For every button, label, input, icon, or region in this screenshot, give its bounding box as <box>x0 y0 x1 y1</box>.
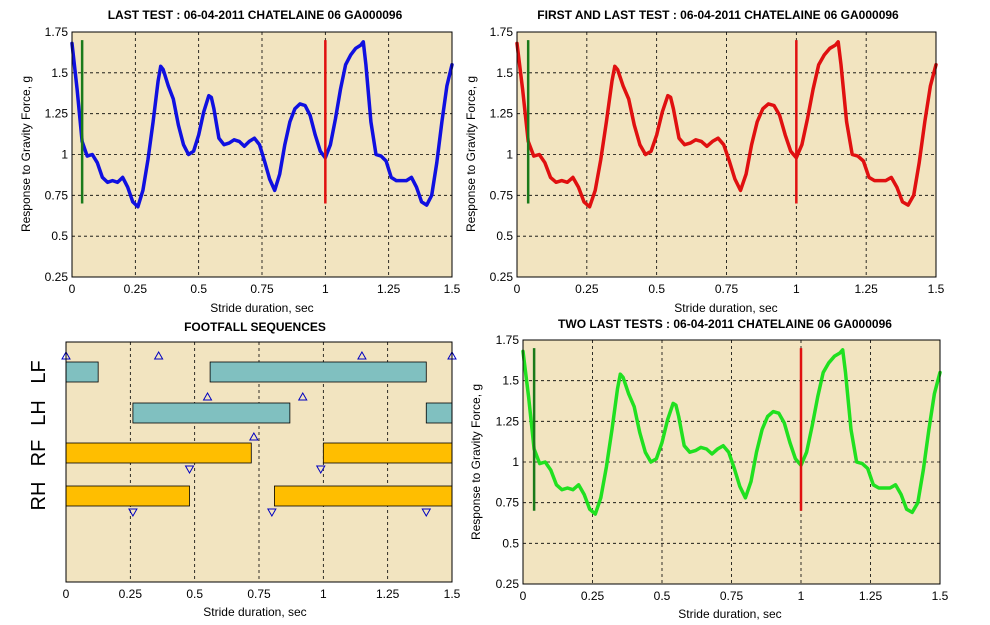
gravity-response-line <box>515 40 938 209</box>
x-axis-label: Stride duration, sec <box>674 301 777 315</box>
y-tick-label: 1.5 <box>496 66 513 80</box>
x-tick-label: 0.25 <box>575 282 599 296</box>
x-axis-label: Stride duration, sec <box>210 301 313 315</box>
y-tick-label: 1.25 <box>496 414 520 428</box>
touch-down-marker <box>267 508 277 518</box>
lift-off-marker <box>248 431 259 441</box>
chart-last-test: LAST TEST : 06-04-2011 CHATELAINE 06 GA0… <box>19 8 461 315</box>
chart-title: FOOTFALL SEQUENCES <box>184 320 326 334</box>
gravity-response-line <box>70 40 454 209</box>
y-tick-label: 0.5 <box>502 536 519 550</box>
chart-title: FIRST AND LAST TEST : 06-04-2011 CHATELA… <box>537 8 899 22</box>
chart-footfall-sequences: FOOTFALL SEQUENCES 0 0.25 0.5 0.75 1 1.25 1.5 L… <box>28 320 461 619</box>
x-tick-label: 0.75 <box>247 587 271 601</box>
plot-frame <box>522 339 941 585</box>
touch-down-marker <box>421 508 432 518</box>
chart-two-last-tests: TWO LAST TESTS : 06-04-2011 CHATELAINE 0… <box>469 317 949 621</box>
touch-down-marker <box>128 508 138 518</box>
x-tick-label: 1 <box>322 282 329 296</box>
stance-bar-lf <box>209 361 427 383</box>
x-tick-label: 0.5 <box>648 282 665 296</box>
y-tick-label: 1.75 <box>496 333 520 347</box>
x-tick-label: 1.5 <box>928 282 945 296</box>
x-tick-label: 0 <box>63 587 70 601</box>
y-tick-label: 0.5 <box>51 229 68 243</box>
stance-bar-rf <box>322 442 453 464</box>
x-tick-label: 1 <box>798 589 805 603</box>
x-tick-label: 1.5 <box>932 589 949 603</box>
x-tick-label: 0.75 <box>720 589 744 603</box>
stance-bar-rh <box>274 485 453 507</box>
row-label-lf: LF <box>28 360 50 383</box>
y-tick-label: 0.25 <box>45 270 69 284</box>
x-tick-label: 0.75 <box>715 282 739 296</box>
stance-bar-lf <box>65 361 99 383</box>
x-axis-label: Stride duration, sec <box>203 605 306 619</box>
y-axis-label: Response to Gravity Force, g <box>19 76 33 232</box>
x-tick-label: 0 <box>514 282 521 296</box>
x-tick-label: 0.5 <box>186 587 203 601</box>
y-tick-label: 1 <box>506 148 513 162</box>
stance-bar-lh <box>425 402 453 424</box>
row-label-lh: LH <box>28 400 50 426</box>
y-tick-label: 1 <box>512 455 519 469</box>
y-tick-label: 1 <box>61 148 68 162</box>
lift-off-marker <box>297 391 308 401</box>
lift-off-marker <box>202 391 213 401</box>
x-tick-label: 0.25 <box>124 282 148 296</box>
x-tick-label: 1 <box>793 282 800 296</box>
y-axis-label: Response to Gravity Force, g <box>469 384 483 540</box>
stance-bar-rh <box>65 485 190 507</box>
y-tick-label: 0.5 <box>496 229 513 243</box>
x-tick-label: 1.25 <box>859 589 883 603</box>
x-tick-label: 0 <box>69 282 76 296</box>
stance-bar-rf <box>65 442 252 464</box>
x-tick-label: 1 <box>320 587 327 601</box>
plot-frame <box>516 31 937 278</box>
y-tick-label: 1.25 <box>45 107 69 121</box>
row-label-rh: RH <box>28 482 50 511</box>
y-tick-label: 0.75 <box>496 496 520 510</box>
y-axis-label: Response to Gravity Force, g <box>464 76 478 232</box>
x-tick-label: 0.5 <box>654 589 671 603</box>
x-tick-label: 0 <box>520 589 527 603</box>
x-tick-label: 1.25 <box>854 282 878 296</box>
y-tick-label: 0.25 <box>496 577 520 591</box>
plot-frame <box>65 341 453 583</box>
x-tick-label: 1.25 <box>377 282 401 296</box>
x-tick-label: 0.5 <box>190 282 207 296</box>
x-axis-label: Stride duration, sec <box>678 607 781 621</box>
touch-down-marker <box>315 465 326 475</box>
y-tick-label: 1.25 <box>490 107 514 121</box>
x-tick-label: 1.5 <box>444 587 461 601</box>
y-tick-label: 0.25 <box>490 270 514 284</box>
y-tick-label: 1.5 <box>51 66 68 80</box>
x-tick-label: 0.25 <box>581 589 605 603</box>
lift-off-marker <box>357 350 367 360</box>
chart-first-and-last-test: FIRST AND LAST TEST : 06-04-2011 CHATELA… <box>464 8 945 315</box>
stance-bar-lh <box>132 402 291 424</box>
x-tick-label: 0.25 <box>119 587 143 601</box>
lift-off-marker <box>153 350 164 360</box>
gravity-response-line <box>521 348 942 516</box>
x-tick-label: 1.25 <box>376 587 400 601</box>
plot-frame <box>71 31 453 278</box>
y-tick-label: 1.75 <box>45 25 69 39</box>
y-tick-label: 1.75 <box>490 25 514 39</box>
x-tick-label: 1.5 <box>444 282 461 296</box>
chart-title: LAST TEST : 06-04-2011 CHATELAINE 06 GA0… <box>108 8 403 22</box>
y-tick-label: 0.75 <box>45 188 69 202</box>
row-label-rf: RF <box>28 440 50 467</box>
chart-title: TWO LAST TESTS : 06-04-2011 CHATELAINE 0… <box>558 317 892 331</box>
y-tick-label: 1.5 <box>502 374 519 388</box>
touch-down-marker <box>184 465 195 475</box>
y-tick-label: 0.75 <box>490 188 514 202</box>
x-tick-label: 0.75 <box>250 282 274 296</box>
